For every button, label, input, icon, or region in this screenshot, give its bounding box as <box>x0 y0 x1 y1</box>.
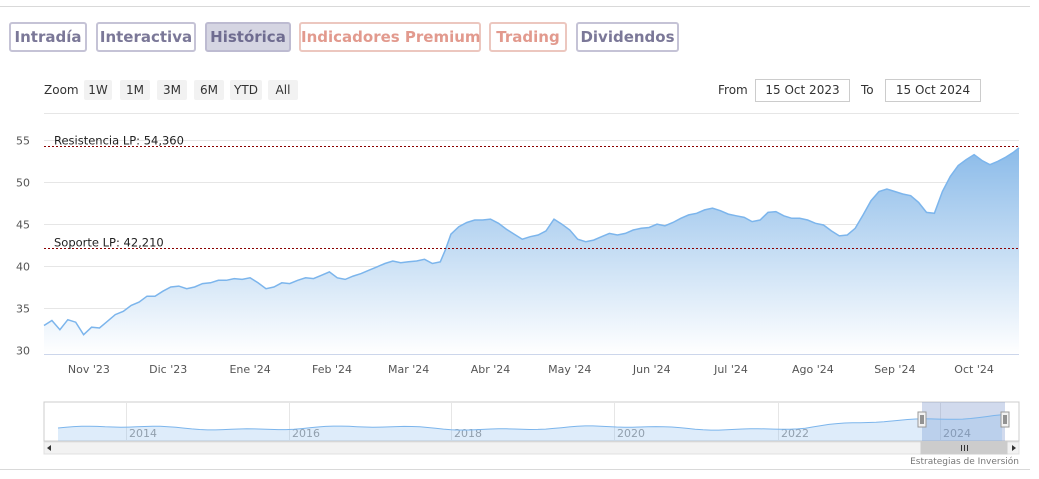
x-tick-label: Dic '23 <box>149 363 187 376</box>
y-tick-label: 55 <box>16 135 30 148</box>
y-tick-label: 45 <box>16 219 30 232</box>
scroll-right-arrow-icon[interactable] <box>1012 445 1016 451</box>
navigator-tick-label: 2020 <box>617 427 645 440</box>
x-tick-label: Jul '24 <box>713 363 748 376</box>
support-label: Soporte LP: 42,210 <box>54 236 164 250</box>
to-label: To <box>861 83 874 97</box>
zoom-3m-button[interactable]: 3M <box>157 80 187 100</box>
tab-intradia[interactable]: Intradía <box>9 22 87 52</box>
price-series-line[interactable] <box>43 147 1020 336</box>
header-divider <box>44 113 1019 114</box>
x-tick-label: Jun '24 <box>632 363 671 376</box>
tab-indicadores-premium[interactable]: Indicadores Premium <box>299 22 481 52</box>
tab-trading[interactable]: Trading <box>489 22 567 52</box>
zoom-6m-button[interactable]: 6M <box>194 80 224 100</box>
zoom-1m-button[interactable]: 1M <box>120 80 150 100</box>
from-date-input[interactable]: 15 Oct 2023 <box>755 79 850 102</box>
x-tick-label: Mar '24 <box>388 363 429 376</box>
navigator-frame <box>43 401 1020 442</box>
navigator-area <box>58 414 1002 441</box>
navigator-series-line <box>57 414 1003 431</box>
x-tick-label: Feb '24 <box>312 363 352 376</box>
y-tick-label: 50 <box>16 177 30 190</box>
tab-dividendos[interactable]: Dividendos <box>576 22 679 52</box>
x-tick-label: Abr '24 <box>471 363 511 376</box>
navigator-tick-label: 2016 <box>292 427 320 440</box>
x-tick-label: Oct '24 <box>954 363 994 376</box>
x-tick-label: Ene '24 <box>229 363 270 376</box>
zoom-all-button[interactable]: All <box>268 80 298 100</box>
navigator-right-handle[interactable] <box>1000 411 1010 428</box>
navigator-selected-range[interactable] <box>922 402 1005 441</box>
y-tick-label: 35 <box>16 303 30 316</box>
navigator-tick-label: 2022 <box>781 427 809 440</box>
x-tick-label: Ago '24 <box>792 363 834 376</box>
navigator-tick-label: 2024 <box>943 427 971 440</box>
y-tick-label: 40 <box>16 261 30 274</box>
x-tick-label: Sep '24 <box>874 363 915 376</box>
tab-interactiva[interactable]: Interactiva <box>96 22 196 52</box>
from-label: From <box>718 83 748 97</box>
tab-historica[interactable]: Histórica <box>205 22 291 52</box>
zoom-label: Zoom <box>44 83 79 97</box>
top-divider <box>0 6 1030 7</box>
resistance-label: Resistencia LP: 54,360 <box>54 134 184 148</box>
price-area-fill <box>44 147 1019 354</box>
x-tick-label: May '24 <box>548 363 591 376</box>
y-tick-label: 30 <box>16 345 30 358</box>
zoom-ytd-button[interactable]: YTD <box>230 80 262 100</box>
x-tick-label: Nov '23 <box>68 363 110 376</box>
scroll-left-arrow-icon[interactable] <box>47 445 51 451</box>
navigator-left-handle[interactable] <box>917 411 927 428</box>
navigator-tick-label: 2014 <box>129 427 157 440</box>
zoom-1w-button[interactable]: 1W <box>84 80 112 100</box>
credits-text: Estrategias de Inversión <box>910 457 1019 467</box>
navigator-scrollbar-track[interactable] <box>43 441 1020 455</box>
bottom-divider <box>0 469 1030 470</box>
to-date-input[interactable]: 15 Oct 2024 <box>885 79 981 102</box>
